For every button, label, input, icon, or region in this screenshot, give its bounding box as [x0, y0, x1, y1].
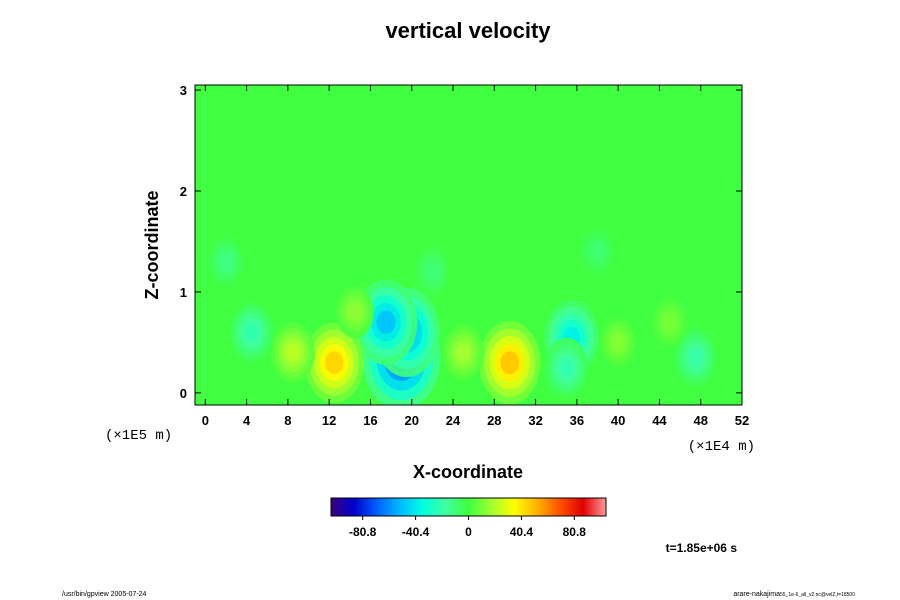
plot-frame: [194, 84, 743, 406]
x-tick-label: 48: [693, 413, 707, 428]
colorbar-tick-label: 80.8: [563, 525, 587, 539]
colorbar-tick-group: -80.8 -40.4 0 40.4 80.8: [349, 516, 586, 539]
field-layer: [195, 85, 742, 405]
velocity-feature: [500, 351, 520, 375]
velocity-feature: [611, 334, 625, 351]
colorbar: [330, 497, 607, 517]
x-scale-label: (×1E4 m): [688, 439, 755, 455]
velocity-feature: [325, 351, 344, 374]
y-tick-label: 0: [180, 386, 187, 401]
velocity-feature: [285, 343, 301, 362]
y-tick-label: 1: [180, 285, 187, 300]
x-tick-label: 16: [363, 413, 377, 428]
velocity-feature: [688, 348, 703, 367]
footer-right-text: arare-nakajima55_1e-6_all_v2.nc@velZ,t=1…: [733, 591, 855, 598]
x-tick-label: 40: [611, 413, 625, 428]
velocity-feature: [590, 243, 605, 260]
velocity-feature: [376, 310, 396, 334]
x-tick-label: 4: [243, 413, 251, 428]
velocity-feature: [244, 323, 260, 342]
x-axis-label: X-coordinate: [413, 462, 523, 482]
colorbar-tick-label: -80.8: [349, 525, 377, 539]
colorbar-tick-label: 40.4: [510, 525, 534, 539]
x-tick-label: 12: [322, 413, 336, 428]
y-tick-label: 2: [180, 184, 187, 199]
y-axis-label: Z-coordinate: [142, 190, 162, 299]
velocity-feature: [219, 253, 233, 270]
x-tick-label: 28: [487, 413, 501, 428]
x-tick-label: 36: [570, 413, 584, 428]
x-tick-group: 0 4 8 12 16 20 24 28 32 36 40 44 48 52: [202, 85, 749, 428]
colorbar-tick-label: 0: [465, 525, 472, 539]
velocity-feature: [456, 343, 471, 362]
x-tick-label: 24: [446, 413, 461, 428]
time-label: t=1.85e+06 s: [666, 541, 738, 555]
x-tick-label: 8: [284, 413, 291, 428]
x-tick-label: 0: [202, 413, 209, 428]
y-tick-group: 0 1 2 3: [180, 83, 742, 401]
x-tick-label: 52: [735, 413, 749, 428]
x-tick-label: 44: [652, 413, 667, 428]
chart-title: vertical velocity: [385, 18, 551, 43]
footer-right-main: arare-nakajima: [733, 591, 780, 598]
footer-left-text: /usr/bin/gpview 2005-07-24: [62, 591, 147, 598]
y-scale-label: (×1E5 m): [105, 428, 172, 444]
footer-right-sub: 55_1e-6_all_v2.nc@velZ,t=18500: [780, 592, 855, 598]
x-tick-label: 32: [528, 413, 542, 428]
colorbar-tick-label: -40.4: [402, 525, 430, 539]
velocity-feature: [425, 263, 440, 280]
velocity-feature: [559, 358, 575, 377]
x-tick-label: 20: [405, 413, 419, 428]
velocity-feature: [663, 314, 677, 331]
y-tick-label: 3: [180, 83, 187, 98]
velocity-feature: [347, 303, 362, 321]
